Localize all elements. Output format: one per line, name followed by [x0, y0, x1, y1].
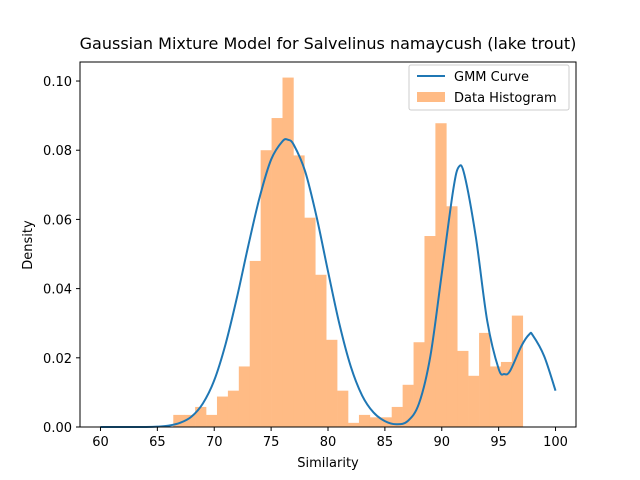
histogram-bar: [348, 422, 360, 427]
histogram-bar: [326, 339, 338, 427]
histogram-bar: [184, 414, 196, 427]
histogram-bar: [413, 342, 425, 427]
y-tick-label: 0.00: [43, 421, 72, 436]
histogram-bar: [260, 150, 272, 427]
histogram-bar: [424, 236, 436, 427]
legend-gmm-label: GMM Curve: [454, 70, 529, 85]
histogram-bar: [206, 414, 218, 427]
histogram-bar: [446, 206, 458, 427]
histogram-bar: [500, 361, 513, 427]
x-tick-label: 95: [490, 435, 507, 450]
legend-histogram-swatch: [417, 92, 445, 102]
y-tick-label: 0.02: [43, 352, 72, 367]
histogram-bar: [489, 366, 502, 427]
y-tick-label: 0.08: [43, 144, 72, 159]
y-tick-label: 0.10: [43, 75, 72, 90]
x-tick-label: 100: [543, 435, 568, 450]
histogram-bar: [238, 366, 251, 427]
y-axis: 0.00 0.02 0.04 0.06 0.08 0.10: [43, 75, 80, 436]
histogram-bar: [282, 77, 294, 427]
histogram-bar: [402, 384, 414, 427]
plot-area: [79, 61, 577, 429]
histogram-bar: [511, 315, 524, 427]
histogram-bar: [337, 390, 349, 427]
histogram-bar: [457, 350, 469, 427]
histogram-bar: [249, 260, 261, 427]
histogram-bar: [293, 155, 305, 427]
histogram-bar: [271, 118, 283, 427]
x-tick-label: 85: [377, 435, 394, 450]
legend-box: [408, 64, 570, 111]
histogram-bar: [173, 414, 185, 427]
histogram-bar: [391, 406, 403, 427]
x-tick-label: 80: [320, 435, 337, 450]
x-axis: 60 65 70 75 80 85 90 95 100: [92, 427, 568, 450]
x-axis-label: Similarity: [297, 456, 359, 471]
histogram-bar: [479, 332, 491, 427]
x-tick-label: 70: [206, 435, 223, 450]
y-tick-label: 0.04: [43, 283, 72, 298]
x-tick-label: 75: [263, 435, 280, 450]
histogram-bar: [227, 390, 240, 427]
x-tick-label: 90: [433, 435, 450, 450]
y-axis-label: Density: [21, 220, 36, 270]
x-tick-label: 65: [149, 435, 166, 450]
histogram-bar: [315, 274, 327, 427]
x-tick-label: 60: [92, 435, 109, 450]
histogram-bars: [173, 77, 524, 427]
histogram-bar: [369, 417, 382, 427]
chart-title: Gaussian Mixture Model for Salvelinus na…: [80, 34, 577, 53]
histogram-bar: [195, 406, 207, 427]
y-tick-label: 0.06: [43, 213, 72, 228]
histogram-bar: [304, 217, 316, 427]
gmm-curve-line: [100, 138, 557, 429]
histogram-bar: [358, 414, 371, 427]
histogram-bar: [216, 396, 229, 427]
histogram-bar: [468, 375, 480, 427]
legend: GMM Curve Data Histogram: [408, 64, 570, 111]
legend-histogram-label: Data Histogram: [454, 91, 557, 106]
